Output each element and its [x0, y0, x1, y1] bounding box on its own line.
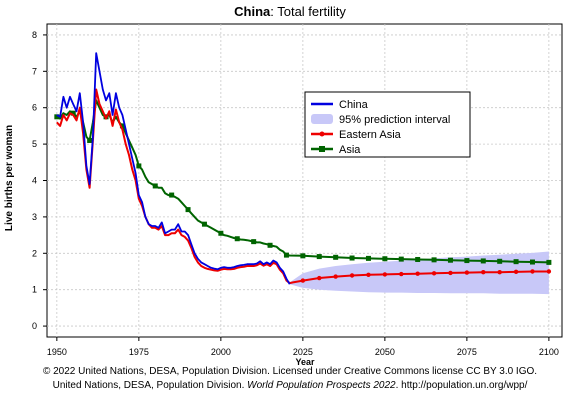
eastern-asia-point — [399, 271, 404, 277]
asia-point — [447, 257, 453, 263]
asia-point — [480, 258, 486, 264]
eastern-asia-point — [464, 270, 470, 275]
source-prefix: United Nations, DESA, Population Divisio… — [52, 380, 248, 391]
asia-point — [201, 221, 207, 227]
asia-point — [415, 256, 421, 262]
x-tick-label-2050: 2050 — [375, 347, 395, 357]
y-tick-label-6: 6 — [32, 103, 37, 113]
asia-point — [382, 256, 388, 262]
chart-title-bold: China — [234, 4, 271, 19]
asia-point — [283, 252, 289, 258]
eastern-asia-point — [431, 271, 437, 276]
y-tick-label-2: 2 — [32, 248, 37, 258]
asia-point — [365, 255, 371, 261]
asia-point — [54, 114, 60, 120]
asia-point — [300, 253, 306, 259]
asia-point — [185, 207, 191, 213]
eastern-asia-point — [349, 273, 355, 278]
y-tick-label-3: 3 — [32, 212, 37, 222]
asia-point — [251, 239, 257, 245]
x-tick-label-2075: 2075 — [457, 347, 477, 357]
eastern-asia-point — [415, 271, 420, 276]
y-tick-label-0: 0 — [32, 321, 37, 331]
x-tick-label-2025: 2025 — [293, 347, 313, 357]
legend-eastern-asia-marker — [319, 131, 325, 137]
china-line — [56, 52, 291, 285]
asia-point — [70, 110, 76, 116]
asia-point — [513, 259, 519, 265]
eastern-asia-point — [546, 269, 552, 274]
asia-point — [87, 137, 93, 143]
source-title: World Population Prospects 2022 — [247, 380, 396, 391]
x-tick-label-1950: 1950 — [47, 347, 67, 357]
eastern-asia-point — [448, 270, 453, 276]
eastern-asia-point — [366, 272, 371, 277]
asia-point — [119, 123, 125, 129]
y-tick-label-1: 1 — [32, 285, 37, 295]
x-tick-label-2000: 2000 — [211, 347, 231, 357]
legend-asia-marker — [319, 146, 325, 152]
legend-china-label: China — [339, 99, 369, 111]
y-tick-label-7: 7 — [32, 66, 37, 76]
asia-point — [234, 236, 240, 242]
x-tick-label-1975: 1975 — [129, 347, 149, 357]
legend-asia-label: Asia — [339, 144, 361, 156]
legend-eastern-asia-label: Eastern Asia — [339, 129, 402, 141]
eastern-asia-point — [497, 270, 502, 275]
asia-point — [152, 183, 158, 189]
asia-point — [529, 259, 535, 265]
asia-point — [497, 258, 503, 264]
chart-title-rest: : Total fertility — [270, 4, 346, 19]
x-axis-label: Year — [295, 357, 315, 367]
eastern-asia-point — [481, 270, 486, 275]
eastern-asia-point — [300, 278, 306, 283]
asia-point — [546, 259, 552, 265]
asia-point — [218, 230, 224, 236]
asia-point — [267, 242, 273, 248]
eastern-asia-point — [382, 272, 388, 277]
asia-point — [398, 256, 404, 262]
x-tick-label-2100: 2100 — [539, 347, 559, 357]
chart-title: China: Total fertility — [234, 4, 346, 19]
legend-interval-label: 95% prediction interval — [339, 114, 450, 126]
asia-point — [349, 255, 355, 261]
source-line: United Nations, DESA, Population Divisio… — [0, 380, 580, 391]
asia-point — [333, 254, 339, 260]
y-tick-label-8: 8 — [32, 30, 37, 40]
asia-point — [464, 258, 470, 264]
eastern-asia-point — [317, 275, 322, 281]
plot-area: 1950 1975 2000 2025 2050 2075 2100 0 1 2 3 4 5 6 7 8 Chi… — [32, 23, 563, 357]
y-tick-label-5: 5 — [32, 139, 37, 149]
asia-point — [431, 257, 437, 263]
eastern-asia-point — [513, 269, 519, 275]
y-axis-label: Live births per woman — [4, 125, 15, 231]
y-tick-label-4: 4 — [32, 176, 37, 186]
eastern-asia-line — [56, 88, 549, 285]
source-suffix: . http://population.un.org/wpp/ — [395, 380, 528, 391]
eastern-asia-point — [333, 274, 338, 279]
copyright-line: © 2022 United Nations, DESA, Population … — [42, 366, 538, 377]
asia-point — [169, 192, 175, 198]
asia-point — [316, 254, 322, 260]
eastern-asia-point — [530, 269, 535, 274]
asia-point — [136, 163, 142, 169]
legend-interval-swatch — [311, 114, 333, 124]
